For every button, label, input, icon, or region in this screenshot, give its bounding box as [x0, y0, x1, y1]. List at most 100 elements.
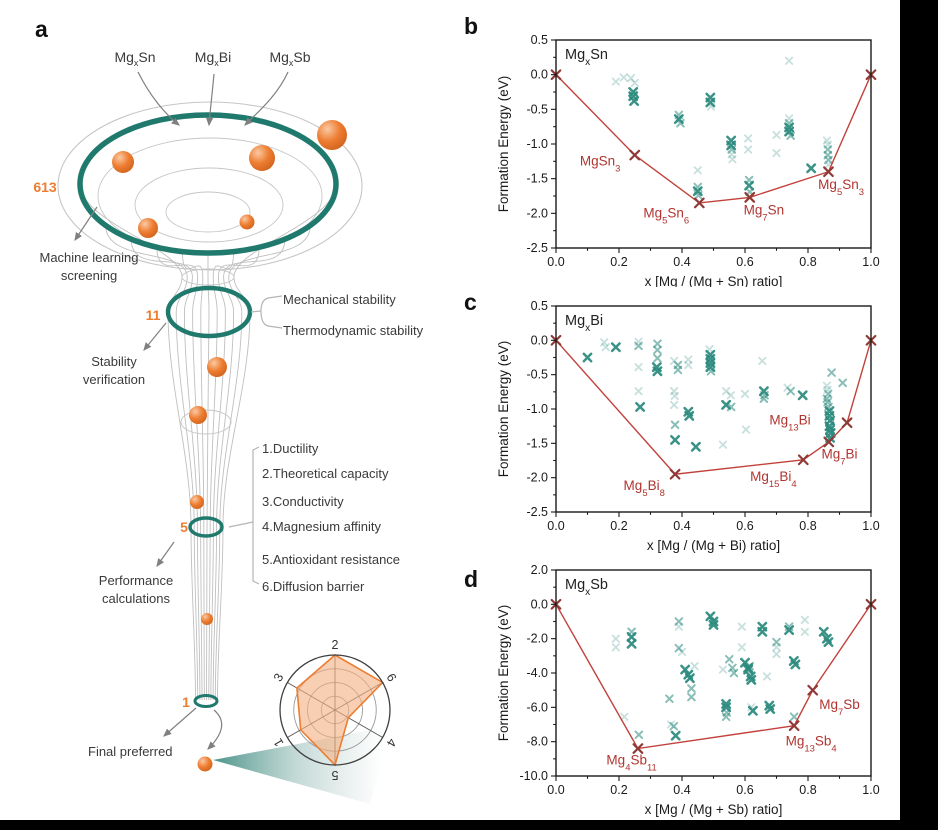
panel-label-a: a [35, 16, 48, 42]
y-axis-title: Formation Energy (eV) [496, 76, 511, 213]
chart-mgsn: MgSn3 Mg5Sn6 Mg7Sn Mg5Sn3 0.0 0.2 0.4 0.6 0.8 1.0… [496, 33, 880, 287]
stage-label-screening: Machine learning screening [39, 250, 139, 283]
chart-title: MgxSb [565, 577, 608, 598]
hull-label: Mg13Bi [769, 413, 810, 434]
panel-label-b: b [464, 13, 479, 39]
svg-text:1: 1 [271, 736, 287, 749]
svg-text:-0.5: -0.5 [526, 102, 548, 116]
chart-title: MgxBi [565, 313, 603, 334]
tick-labels: 0.0 0.2 0.4 0.6 0.8 1.0 2.0 0.0 -2.0 -4.0 -6.0 -8.0… [520, 563, 880, 797]
input-label-mgsn: MgxSn [114, 49, 156, 68]
hull-label: Mg15Bi4 [750, 469, 797, 490]
svg-text:-10.0: -10.0 [520, 769, 549, 783]
stage-label-final: Final preferred [88, 744, 173, 759]
svg-text:-2.0: -2.0 [526, 471, 548, 485]
scatter-points [611, 611, 834, 741]
axis-ticks [551, 569, 872, 781]
svg-text:1.0: 1.0 [862, 519, 879, 533]
svg-text:-1.0: -1.0 [526, 402, 548, 416]
svg-text:-2.0: -2.0 [526, 632, 548, 646]
hull-label: Mg5Bi8 [624, 478, 665, 499]
scatter-points [611, 56, 833, 200]
radar-outer-circle [279, 654, 391, 766]
svg-text:1.0: 1.0 [862, 783, 879, 797]
svg-text:0.0: 0.0 [531, 597, 548, 611]
convex-hull: Mg4Sb11 Mg13Sb4 Mg7Sb [550, 598, 877, 774]
screening-rings [77, 112, 339, 708]
svg-text:0.0: 0.0 [547, 783, 564, 797]
convex-hull: Mg5Bi8 Mg15Bi4 Mg7Bi Mg13Bi [550, 334, 877, 499]
criterion-2: 2.Theoretical capacity [262, 466, 389, 481]
svg-text:-8.0: -8.0 [526, 735, 548, 749]
x-axis-title: x [Mg / (Mg + Sb) ratio] [645, 802, 783, 817]
count-initial: 613 [33, 179, 57, 195]
radar-chart: 2 6 4 5 1 3 [271, 638, 399, 782]
svg-text:-2.5: -2.5 [526, 505, 548, 519]
svg-text:0.5: 0.5 [531, 33, 548, 47]
criterion-1: 1.Ductility [262, 441, 319, 456]
svg-text:0.0: 0.0 [531, 68, 548, 82]
radar-polygon [296, 654, 384, 767]
svg-text:0.8: 0.8 [799, 519, 816, 533]
svg-text:0.6: 0.6 [736, 783, 753, 797]
y-axis-title: Formation Energy (eV) [496, 605, 511, 742]
svg-text:0.5: 0.5 [531, 299, 548, 313]
svg-text:0.0: 0.0 [547, 519, 564, 533]
svg-text:-1.5: -1.5 [526, 436, 548, 450]
convex-hull: MgSn3 Mg5Sn6 Mg7Sn Mg5Sn3 [550, 69, 877, 226]
tick-labels: 0.0 0.2 0.4 0.6 0.8 1.0 0.5 0.0 -0.5 -1.0 -1.5 -2.0… [526, 33, 879, 269]
svg-text:0.8: 0.8 [799, 255, 816, 269]
hull-label: Mg4Sb11 [606, 753, 656, 774]
svg-text:-1.5: -1.5 [526, 172, 548, 186]
svg-text:0.8: 0.8 [799, 783, 816, 797]
count-performance: 5 [180, 519, 188, 535]
hull-label: Mg5Sn6 [643, 205, 689, 226]
criterion-5: 5.Antioxidant resistance [262, 552, 401, 567]
funnel-graphic [57, 71, 392, 804]
svg-text:-0.5: -0.5 [526, 368, 548, 382]
criterion-6: 6.Diffusion barrier [262, 579, 365, 594]
svg-text:2.0: 2.0 [531, 563, 548, 577]
hull-label: Mg7Sb [819, 697, 860, 718]
svg-text:0.2: 0.2 [610, 255, 627, 269]
hull-label: MgSn3 [580, 153, 621, 174]
panel-label-c: c [464, 289, 477, 315]
svg-text:3: 3 [271, 671, 287, 684]
stage-label-stability: Stability verification [82, 354, 146, 387]
svg-text:0.4: 0.4 [673, 255, 690, 269]
svg-text:4: 4 [383, 736, 399, 749]
svg-text:-2.0: -2.0 [526, 206, 548, 220]
flow-arrows [74, 71, 289, 750]
stage-label-performance: Performance calculations [98, 573, 174, 606]
figure-canvas: a MgxSn MgxBi MgxSb 613 11 5 1 Machine l… [0, 0, 900, 820]
svg-text:0.4: 0.4 [673, 519, 690, 533]
count-final: 1 [182, 694, 190, 710]
svg-text:0.0: 0.0 [547, 255, 564, 269]
candidate-spheres [112, 120, 347, 772]
criterion-mechanical: Mechanical stability [283, 292, 396, 307]
input-label-mgsb: MgxSb [269, 49, 311, 68]
svg-text:0.6: 0.6 [736, 519, 753, 533]
hull-label: Mg13Sb4 [786, 734, 837, 755]
criterion-4: 4.Magnesium affinity [262, 519, 381, 534]
criterion-3: 3.Conductivity [262, 494, 344, 509]
axis-ticks [551, 305, 872, 517]
svg-text:-6.0: -6.0 [526, 700, 548, 714]
selection-cone [213, 726, 392, 804]
svg-text:0.4: 0.4 [673, 783, 690, 797]
axes-box [555, 305, 872, 513]
criterion-thermodynamic: Thermodynamic stability [283, 323, 424, 338]
y-axis-title: Formation Energy (eV) [496, 341, 511, 478]
svg-text:0.0: 0.0 [531, 333, 548, 347]
svg-text:-1.0: -1.0 [526, 137, 548, 151]
svg-text:0.2: 0.2 [610, 519, 627, 533]
scatter-points [582, 337, 847, 452]
count-stability: 11 [145, 307, 161, 323]
svg-text:5: 5 [331, 768, 338, 782]
chart-mgsb: Mg4Sb11 Mg13Sb4 Mg7Sb 0.0 0.2 0.4 0.6 0.8 1.0 2.0… [496, 563, 880, 817]
chart-mgbi: Mg5Bi8 Mg15Bi4 Mg7Bi Mg13Bi 0.0 0.2 0.4 0.6 0.8 1… [496, 299, 880, 553]
axis-ticks [551, 39, 872, 253]
x-axis-title: x [Mg / (Mg + Sn) ratio] [645, 274, 783, 287]
brackets [228, 295, 283, 585]
